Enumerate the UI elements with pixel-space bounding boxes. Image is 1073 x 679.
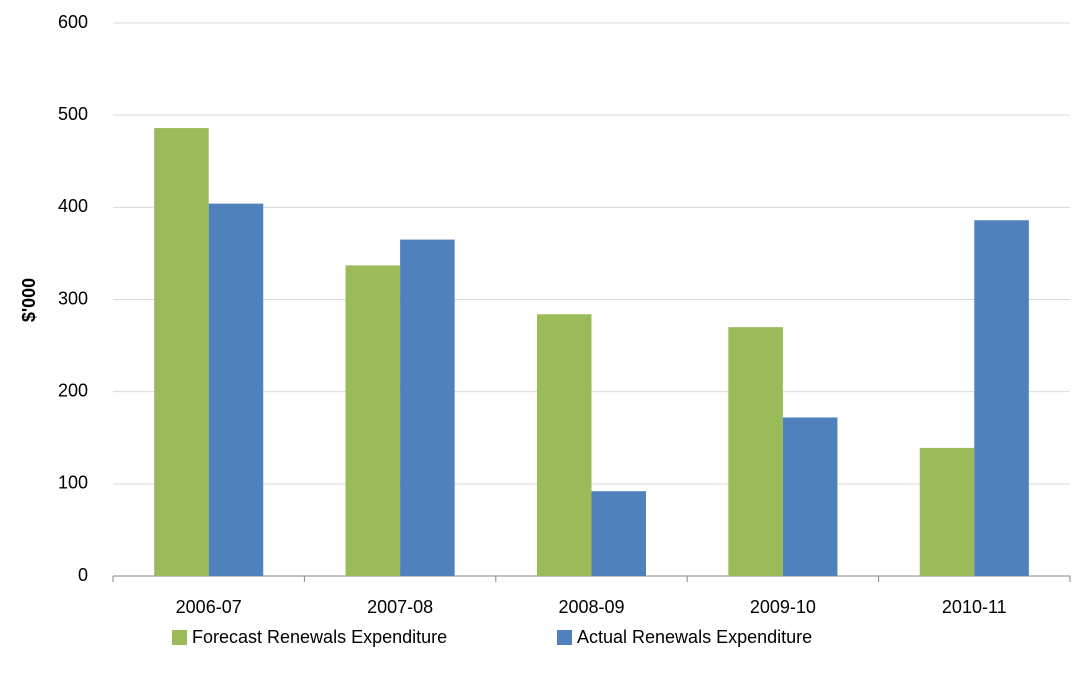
x-tick-label: 2010-11 xyxy=(942,597,1007,617)
y-tick-label: 0 xyxy=(78,565,88,585)
bar xyxy=(919,447,975,576)
bar xyxy=(208,203,264,576)
bar xyxy=(154,128,209,576)
bar xyxy=(400,239,455,576)
bar xyxy=(536,314,592,576)
y-tick-label: 100 xyxy=(58,473,88,493)
legend-swatch xyxy=(172,630,187,645)
bar xyxy=(345,265,401,576)
y-tick-label: 300 xyxy=(58,288,88,308)
bar xyxy=(728,327,783,576)
bar xyxy=(974,220,1029,576)
y-axis-label: $'000 xyxy=(19,278,39,322)
x-tick-label: 2009-10 xyxy=(750,597,816,617)
y-tick-label: 500 xyxy=(58,104,88,124)
legend-label: Forecast Renewals Expenditure xyxy=(192,627,447,647)
x-tick-label: 2008-09 xyxy=(558,597,624,617)
legend-swatch xyxy=(557,630,572,645)
legend-label: Actual Renewals Expenditure xyxy=(577,627,812,647)
bar xyxy=(782,417,838,576)
x-tick-label: 2007-08 xyxy=(367,597,433,617)
y-tick-label: 200 xyxy=(58,380,88,400)
y-tick-label: 600 xyxy=(58,12,88,32)
bar xyxy=(591,491,647,576)
y-tick-label: 400 xyxy=(58,196,88,216)
x-tick-label: 2006-07 xyxy=(176,597,242,617)
